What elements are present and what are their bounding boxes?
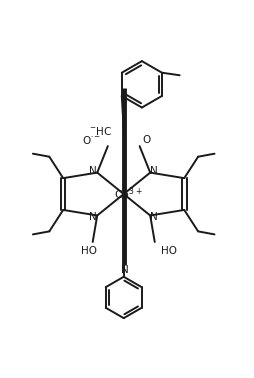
Text: N: N — [150, 212, 157, 222]
Text: Co$^{3+}$: Co$^{3+}$ — [114, 186, 142, 202]
Text: N: N — [89, 212, 97, 222]
Text: N: N — [89, 166, 97, 177]
Text: N: N — [150, 166, 157, 177]
Text: N: N — [121, 265, 128, 275]
Text: O$^{\cdot-}$: O$^{\cdot-}$ — [82, 134, 101, 146]
Text: $^{-}$HC: $^{-}$HC — [89, 125, 112, 137]
Text: HO: HO — [160, 246, 176, 256]
Text: O: O — [141, 135, 150, 145]
Text: HO: HO — [81, 246, 97, 256]
